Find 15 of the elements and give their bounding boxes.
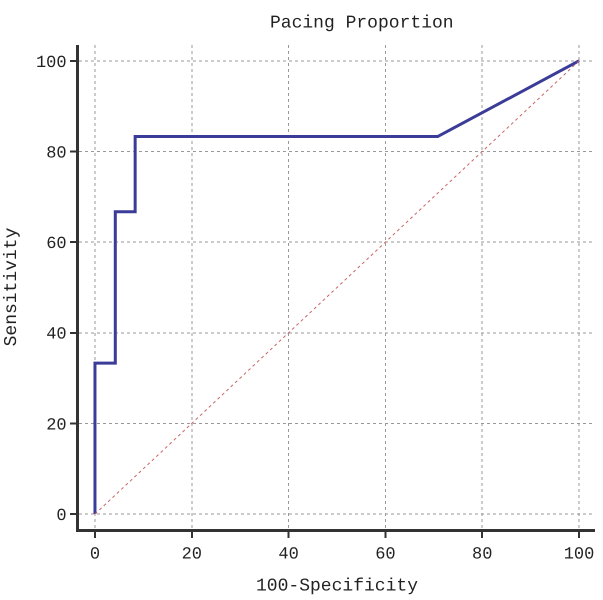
chart-title: Pacing Proportion (270, 14, 454, 34)
x-tick-label: 40 (278, 545, 299, 564)
y-tick-label: 60 (46, 235, 67, 254)
y-tick-label: 100 (36, 54, 67, 73)
x-tick-label: 60 (375, 545, 396, 564)
x-tick-label: 80 (472, 545, 492, 564)
x-tick-label: 0 (90, 545, 100, 564)
x-tick-label: 20 (182, 545, 202, 564)
x-axis-title: 100-Specificity (256, 576, 418, 596)
y-axis-title: Sensitivity (2, 227, 22, 346)
y-tick-label: 20 (46, 416, 67, 436)
y-tick-label: 40 (46, 326, 67, 345)
x-tick-label: 100 (564, 545, 594, 564)
y-tick-label: 80 (46, 144, 67, 164)
y-tick-label: 0 (56, 506, 67, 526)
